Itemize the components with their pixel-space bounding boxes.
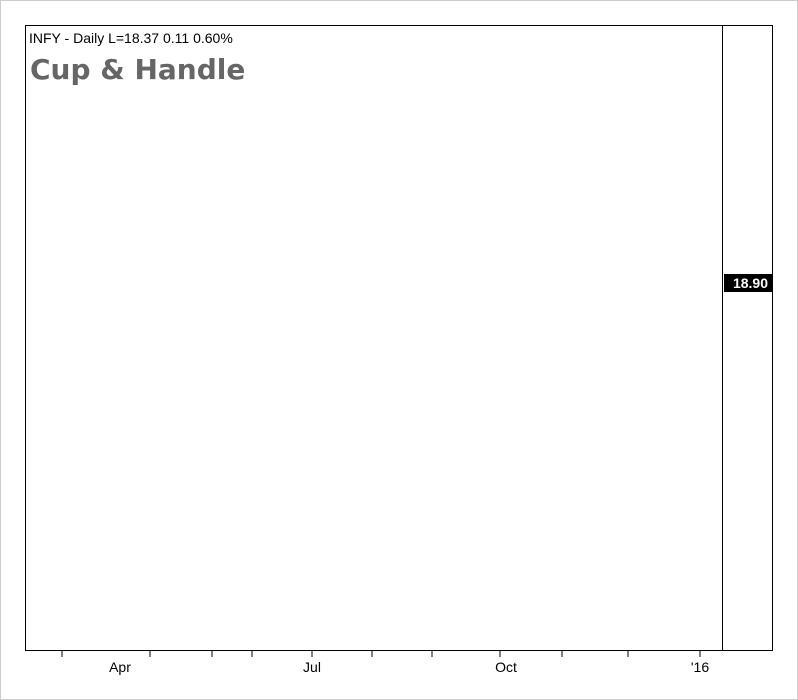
chart-header: INFY - Daily L=18.37 0.11 0.60%: [29, 30, 233, 46]
x-tick-label: Jul: [303, 659, 321, 675]
x-tick-label: '16: [691, 659, 709, 675]
price-badge: [724, 274, 772, 292]
x-tick-label: Oct: [495, 659, 517, 675]
chart-title: Cup & Handle: [30, 53, 245, 86]
x-tick-label: Apr: [109, 659, 131, 675]
plot-frame: [25, 25, 773, 651]
price-badge-label: 18.90: [733, 275, 768, 291]
